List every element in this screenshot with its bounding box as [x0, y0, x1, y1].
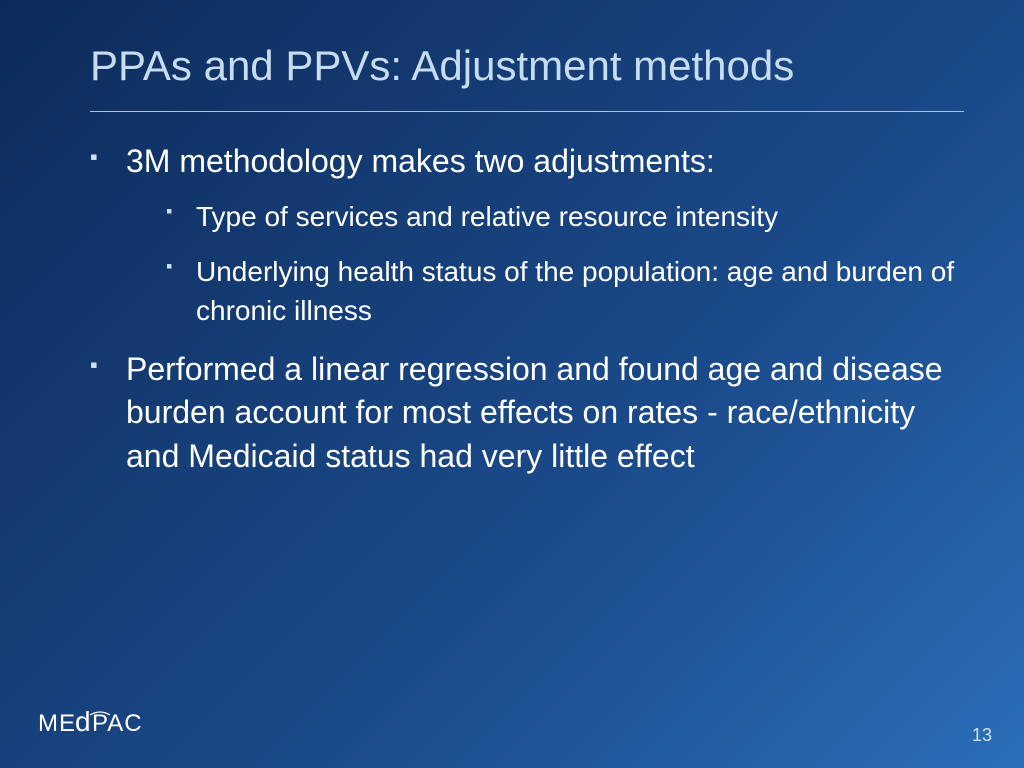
- bullet-text: Underlying health status of the populati…: [196, 256, 954, 326]
- title-divider: [90, 111, 964, 112]
- page-number: 13: [972, 725, 992, 746]
- bullet-list: 3M methodology makes two adjustments: Ty…: [90, 140, 964, 478]
- list-item: Performed a linear regression and found …: [90, 348, 964, 478]
- slide-title: PPAs and PPVs: Adjustment methods: [90, 40, 964, 93]
- list-item: Underlying health status of the populati…: [166, 252, 964, 330]
- bullet-text: Type of services and relative resource i…: [196, 201, 778, 232]
- list-item: 3M methodology makes two adjustments: Ty…: [90, 140, 964, 331]
- medpac-logo: ME d PAC: [38, 707, 168, 746]
- slide: PPAs and PPVs: Adjustment methods 3M met…: [0, 0, 1024, 768]
- svg-text:ME: ME: [38, 710, 76, 737]
- logo-svg: ME d PAC: [38, 707, 168, 741]
- sub-bullet-list: Type of services and relative resource i…: [126, 197, 964, 331]
- slide-footer: ME d PAC 13: [0, 698, 1024, 768]
- svg-text:d: d: [75, 707, 91, 737]
- bullet-text: Performed a linear regression and found …: [126, 351, 943, 473]
- bullet-text: 3M methodology makes two adjustments:: [126, 143, 715, 179]
- list-item: Type of services and relative resource i…: [166, 197, 964, 236]
- svg-text:PAC: PAC: [92, 710, 143, 737]
